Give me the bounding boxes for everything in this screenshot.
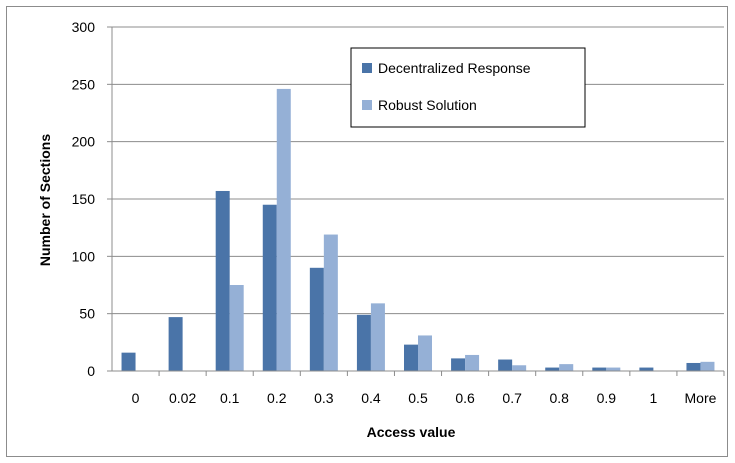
x-tick-label: 1	[649, 390, 657, 406]
y-tick-label: 250	[72, 76, 96, 92]
y-tick-label: 50	[79, 306, 95, 322]
x-tick-label: 0.4	[361, 390, 381, 406]
bar-decentralized-response-0.8	[545, 367, 560, 371]
x-tick-label: 0.7	[502, 390, 522, 406]
x-tick-label: 0.2	[267, 390, 287, 406]
legend-label-robust-solution: Robust Solution	[378, 97, 477, 113]
x-tick-label: 0.5	[408, 390, 428, 406]
bar-robust-solution-0.7	[512, 365, 527, 371]
x-tick-label: 0.9	[597, 390, 617, 406]
x-tick-label: 0.8	[549, 390, 569, 406]
legend-swatch-robust-solution	[362, 100, 372, 110]
bar-decentralized-response-0.2	[262, 204, 277, 371]
x-tick-label: 0.3	[314, 390, 334, 406]
bar-robust-solution-0.6	[465, 354, 480, 371]
bar-decentralized-response-0.9	[592, 367, 607, 371]
legend-label-decentralized-response: Decentralized Response	[378, 60, 531, 76]
x-tick-label: More	[685, 390, 717, 406]
y-tick-labels: 0 50 100 150 200 250 300	[72, 19, 112, 379]
y-tick-label: 100	[72, 248, 96, 264]
y-tick-label: 200	[72, 134, 96, 150]
legend-swatch-decentralized-response	[362, 63, 372, 73]
bar-decentralized-response-0.4	[356, 314, 371, 371]
bar-decentralized-response-0	[121, 352, 136, 371]
bar-robust-solution-0.4	[370, 303, 385, 371]
y-tick-label: 300	[72, 19, 96, 35]
bars	[121, 88, 715, 372]
x-tick-label: 0	[132, 390, 140, 406]
x-axis-title: Access value	[367, 424, 456, 440]
bar-robust-solution-0.8	[559, 364, 574, 371]
y-tick-label: 150	[72, 191, 96, 207]
bar-robust-solution-0.9	[606, 367, 621, 371]
bar-decentralized-response-0.1	[215, 190, 230, 371]
bar-decentralized-response-0.02	[168, 317, 183, 371]
bar-decentralized-response-0.6	[451, 358, 466, 371]
bar-robust-solution-0.1	[229, 285, 244, 371]
bar-decentralized-response-0.5	[404, 344, 418, 371]
bar-decentralized-response-More	[686, 362, 701, 371]
y-axis-title: Number of Sections	[37, 134, 53, 266]
legend-box	[350, 47, 586, 128]
x-tick-labels: 0 0.02 0.1 0.2 0.3 0.4 0.5 0.6 0.7 0.8 0.9 1 More	[132, 371, 725, 406]
bar-decentralized-response-0.3	[309, 267, 324, 371]
bar-robust-solution-More	[700, 361, 715, 371]
x-tick-label: 0.02	[169, 390, 196, 406]
bar-robust-solution-0.3	[323, 234, 338, 371]
legend: Decentralized Response Robust Solution	[350, 47, 586, 128]
bar-robust-solution-0.2	[276, 88, 291, 372]
bar-decentralized-response-0.7	[498, 359, 513, 371]
y-tick-label: 0	[87, 363, 95, 379]
x-tick-label: 0.1	[220, 390, 240, 406]
bar-robust-solution-0.5	[418, 335, 432, 371]
bar-decentralized-response-1	[639, 367, 654, 371]
x-tick-label: 0.6	[455, 390, 475, 406]
